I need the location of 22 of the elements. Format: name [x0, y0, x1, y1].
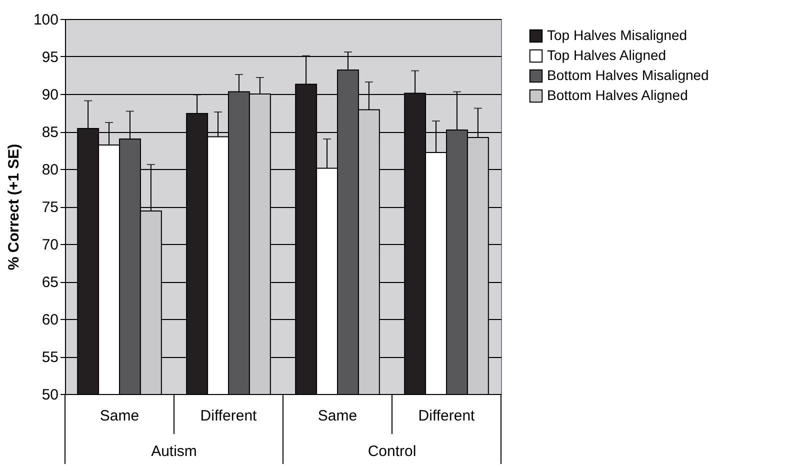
y-tick-label: 90 — [42, 86, 58, 104]
legend-label: Bottom Halves Misaligned — [547, 67, 709, 83]
y-tick-label: 65 — [42, 274, 58, 291]
y-tick-label: 50 — [42, 386, 58, 404]
y-tick-label: 85 — [42, 124, 58, 141]
text: Autism — [151, 443, 197, 460]
y-tick-label: 60 — [42, 312, 58, 328]
y-tick-label: 80 — [42, 162, 58, 178]
y-axis-title: % Correct (+1 SE) — [5, 144, 22, 270]
legend-label: Top Halves Aligned — [547, 47, 666, 63]
x-tick-label: Different — [200, 408, 258, 424]
x-tick-label: Same — [318, 408, 358, 424]
legend-label: Top Halves Misaligned — [547, 27, 688, 43]
y-tick-label: 95 — [42, 49, 58, 66]
y-tick-label: 55 — [42, 349, 58, 366]
x-tick-label: Different — [418, 408, 476, 424]
y-tick-label: 100 — [33, 12, 58, 28]
x-tick-label: Same — [100, 408, 140, 424]
text: Control — [368, 443, 416, 460]
legend-label: Bottom Halves Aligned — [547, 87, 688, 103]
y-tick-label: 70 — [42, 236, 58, 254]
y-tick-label: 75 — [42, 199, 58, 216]
